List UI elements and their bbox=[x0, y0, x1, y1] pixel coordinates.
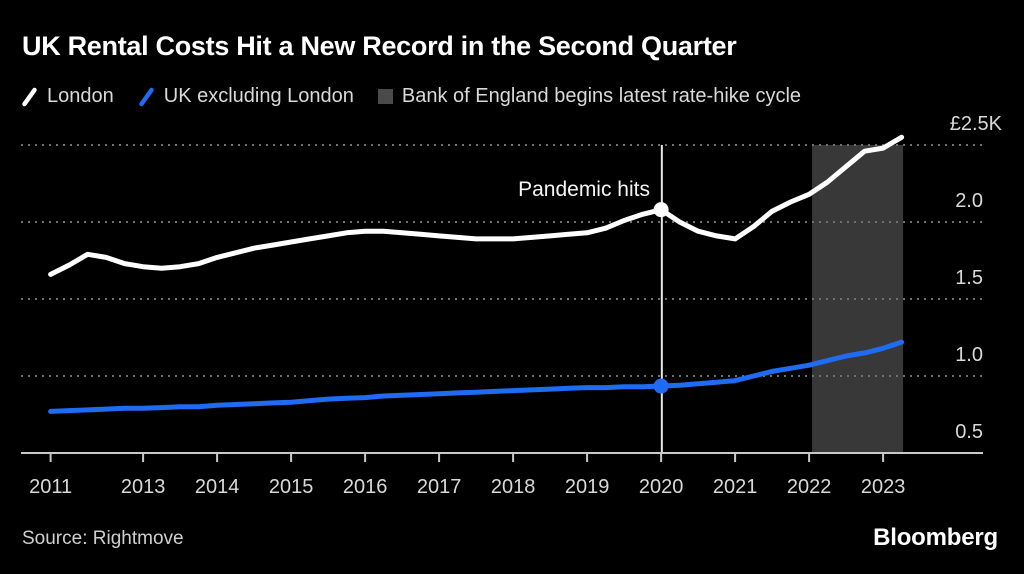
line-slash-icon bbox=[22, 87, 37, 106]
uk-ex-london-line bbox=[48, 339, 905, 414]
band-swatch-icon bbox=[377, 89, 393, 104]
pandemic-annotation: Pandemic hits bbox=[518, 178, 650, 201]
x-tick-label: 2020 bbox=[638, 476, 684, 498]
london-line bbox=[48, 134, 905, 277]
x-tick-label: 2018 bbox=[490, 476, 536, 498]
x-tick-label: 2015 bbox=[268, 476, 314, 498]
y-tick-label: 1.0 bbox=[955, 344, 983, 366]
chart-legend: London UK excluding London Bank of Engla… bbox=[21, 85, 801, 108]
bloomberg-logo: Bloomberg bbox=[873, 524, 998, 551]
chart-title: UK Rental Costs Hit a New Record in the … bbox=[22, 31, 737, 61]
y-tick-label: 2.0 bbox=[955, 190, 983, 212]
legend-item-london: London bbox=[21, 85, 114, 108]
legend-item-rate-hike-band: Bank of England begins latest rate-hike … bbox=[377, 85, 802, 108]
y-tick-label: £2.5K bbox=[949, 113, 1002, 135]
line-slash-icon bbox=[139, 87, 154, 106]
london-marker-dot bbox=[653, 202, 669, 218]
x-tick-label: 2011 bbox=[29, 476, 73, 498]
x-tick-label: 2021 bbox=[712, 476, 758, 498]
y-tick-label: 1.5 bbox=[955, 267, 983, 289]
x-tick-label: 2014 bbox=[194, 476, 240, 498]
source-note: Source: Rightmove bbox=[22, 528, 184, 549]
x-tick-label: 2023 bbox=[860, 476, 906, 498]
y-tick-label: 0.5 bbox=[955, 421, 983, 443]
x-tick-label: 2022 bbox=[786, 476, 832, 498]
x-tick-label: 2016 bbox=[342, 476, 388, 498]
legend-label: UK excluding London bbox=[163, 85, 354, 107]
legend-label: Bank of England begins latest rate-hike … bbox=[401, 85, 802, 107]
x-tick-label: 2013 bbox=[120, 476, 166, 498]
uk-ex-london-marker-dot bbox=[653, 378, 669, 394]
x-tick-label: 2017 bbox=[416, 476, 462, 498]
legend-label: London bbox=[47, 85, 114, 107]
x-tick-label: 2019 bbox=[564, 476, 610, 498]
legend-item-uk-excluding-london: UK excluding London bbox=[138, 85, 354, 108]
